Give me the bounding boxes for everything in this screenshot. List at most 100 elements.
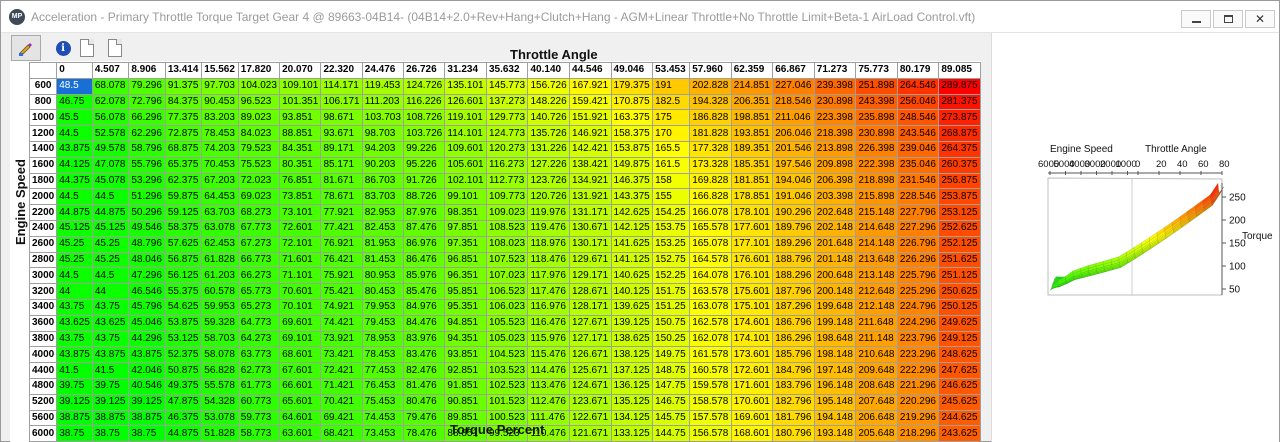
table-cell[interactable]: 177.601 bbox=[730, 219, 774, 237]
table-cell[interactable]: 43.875 bbox=[91, 346, 130, 364]
table-cell[interactable]: 78.476 bbox=[403, 425, 446, 442]
table-cell[interactable]: 211.046 bbox=[772, 109, 815, 127]
table-cell[interactable]: 249.125 bbox=[938, 330, 981, 348]
table-cell[interactable]: 161.578 bbox=[689, 346, 732, 364]
table-cell[interactable]: 97.851 bbox=[444, 219, 487, 237]
table-cell[interactable]: 58.375 bbox=[164, 219, 203, 237]
table-cell[interactable]: 115.976 bbox=[527, 330, 571, 348]
table-cell[interactable]: 56.078 bbox=[91, 109, 130, 127]
table-cell[interactable]: 67.773 bbox=[237, 219, 281, 237]
column-header[interactable]: 15.562 bbox=[201, 62, 239, 79]
table-cell[interactable]: 124.773 bbox=[485, 125, 529, 142]
row-header[interactable]: 3000 bbox=[28, 267, 58, 285]
table-cell[interactable]: 140.726 bbox=[527, 109, 571, 127]
table-cell[interactable]: 119.101 bbox=[444, 109, 487, 127]
column-header[interactable]: 57.960 bbox=[689, 62, 732, 79]
table-cell[interactable]: 189.351 bbox=[730, 140, 774, 158]
table-cell[interactable]: 83.703 bbox=[361, 188, 405, 206]
table-cell[interactable]: 38.75 bbox=[56, 425, 93, 442]
table-cell[interactable]: 162.078 bbox=[689, 330, 732, 348]
table-cell[interactable]: 170.601 bbox=[730, 393, 774, 411]
table-cell[interactable]: 228.546 bbox=[896, 188, 940, 206]
row-header[interactable]: 4800 bbox=[28, 377, 58, 395]
table-cell[interactable]: 97.703 bbox=[201, 77, 239, 95]
table-cell[interactable]: 45.125 bbox=[56, 219, 93, 237]
column-header[interactable]: 22.320 bbox=[320, 62, 363, 79]
table-cell[interactable]: 187.796 bbox=[772, 283, 815, 300]
table-cell[interactable]: 43.625 bbox=[91, 314, 130, 332]
table-cell[interactable]: 53.078 bbox=[201, 409, 239, 427]
table-cell[interactable]: 187.296 bbox=[772, 298, 815, 316]
table-cell[interactable]: 76.921 bbox=[320, 235, 363, 253]
table-cell[interactable]: 96.523 bbox=[237, 93, 281, 111]
table-cell[interactable]: 145.75 bbox=[652, 409, 691, 427]
table-cell[interactable]: 174.101 bbox=[730, 330, 774, 348]
table-cell[interactable]: 194.328 bbox=[689, 93, 732, 111]
table-cell[interactable]: 109.101 bbox=[279, 77, 322, 95]
table-cell[interactable]: 164.078 bbox=[689, 267, 732, 285]
table-cell[interactable]: 178.101 bbox=[730, 204, 774, 221]
table-cell[interactable]: 75.523 bbox=[237, 156, 281, 174]
table-cell[interactable]: 206.398 bbox=[813, 172, 857, 190]
table-cell[interactable]: 223.796 bbox=[896, 330, 940, 348]
table-cell[interactable]: 128.671 bbox=[569, 283, 612, 300]
table-cell[interactable]: 101.523 bbox=[485, 393, 529, 411]
table-cell[interactable]: 62.296 bbox=[128, 125, 166, 142]
table-cell[interactable]: 151.25 bbox=[652, 298, 691, 316]
table-cell[interactable]: 80.453 bbox=[361, 283, 405, 300]
row-header[interactable]: 2800 bbox=[28, 251, 58, 269]
table-cell[interactable]: 198.148 bbox=[813, 346, 857, 364]
table-cell[interactable]: 273.875 bbox=[938, 109, 981, 127]
table-cell[interactable]: 158.578 bbox=[689, 393, 732, 411]
table-cell[interactable]: 119.976 bbox=[527, 204, 571, 221]
table-cell[interactable]: 79.476 bbox=[403, 409, 446, 427]
table-cell[interactable]: 80.351 bbox=[279, 156, 322, 174]
surface-plot-panel[interactable]: Engine Speed Throttle Angle 1000 2000 3000 40… bbox=[991, 33, 1279, 442]
table-cell[interactable]: 95.226 bbox=[403, 156, 446, 174]
table-cell[interactable]: 193.148 bbox=[813, 425, 857, 442]
table-cell[interactable]: 59.328 bbox=[201, 314, 239, 332]
minimize-button[interactable] bbox=[1181, 10, 1211, 28]
table-cell[interactable]: 40.546 bbox=[128, 377, 166, 395]
table-cell[interactable]: 49.546 bbox=[128, 219, 166, 237]
table-cell[interactable]: 191.046 bbox=[772, 188, 815, 206]
table-cell[interactable]: 251.898 bbox=[855, 77, 898, 95]
table-cell[interactable]: 67.203 bbox=[201, 172, 239, 190]
row-header[interactable]: 5200 bbox=[28, 393, 58, 411]
table-cell[interactable]: 88.851 bbox=[444, 425, 487, 442]
row-header[interactable]: 600 bbox=[28, 77, 58, 95]
table-cell[interactable]: 109.773 bbox=[485, 188, 529, 206]
table-cell[interactable]: 118.976 bbox=[527, 235, 571, 253]
table-cell[interactable]: 107.523 bbox=[485, 251, 529, 269]
table-cell[interactable]: 186.828 bbox=[689, 109, 732, 127]
table-cell[interactable]: 127.171 bbox=[569, 330, 612, 348]
table-cell[interactable]: 69.601 bbox=[279, 314, 322, 332]
table-cell[interactable]: 173.601 bbox=[730, 346, 774, 364]
row-header[interactable]: 5600 bbox=[28, 409, 58, 427]
table-cell[interactable]: 162.578 bbox=[689, 314, 732, 332]
table-cell[interactable]: 80.953 bbox=[361, 267, 405, 285]
table-cell[interactable]: 212.148 bbox=[855, 298, 898, 316]
table-cell[interactable]: 227.796 bbox=[896, 204, 940, 221]
row-header[interactable]: 800 bbox=[28, 93, 58, 111]
table-cell[interactable]: 96.851 bbox=[444, 251, 487, 269]
table-cell[interactable]: 78.453 bbox=[201, 125, 239, 142]
row-header[interactable]: 3600 bbox=[28, 314, 58, 332]
table-cell[interactable]: 150.75 bbox=[652, 314, 691, 332]
column-header[interactable]: 62.359 bbox=[730, 62, 774, 79]
table-cell[interactable]: 176.101 bbox=[730, 267, 774, 285]
table-cell[interactable]: 127.671 bbox=[569, 314, 612, 332]
table-cell[interactable]: 41.5 bbox=[91, 362, 130, 379]
table-cell[interactable]: 214.148 bbox=[855, 235, 898, 253]
table-cell[interactable]: 218.546 bbox=[772, 93, 815, 111]
table-cell[interactable]: 95.351 bbox=[444, 298, 487, 316]
table-cell[interactable]: 139.125 bbox=[610, 314, 654, 332]
table-cell[interactable]: 153.75 bbox=[652, 219, 691, 237]
table-cell[interactable]: 252.625 bbox=[938, 219, 981, 237]
table-cell[interactable]: 250.125 bbox=[938, 298, 981, 316]
table-cell[interactable]: 173.328 bbox=[689, 156, 732, 174]
table-cell[interactable]: 183.796 bbox=[772, 377, 815, 395]
table-cell[interactable]: 174.601 bbox=[730, 314, 774, 332]
table-cell[interactable]: 65.273 bbox=[237, 298, 281, 316]
table-cell[interactable]: 199.648 bbox=[813, 298, 857, 316]
